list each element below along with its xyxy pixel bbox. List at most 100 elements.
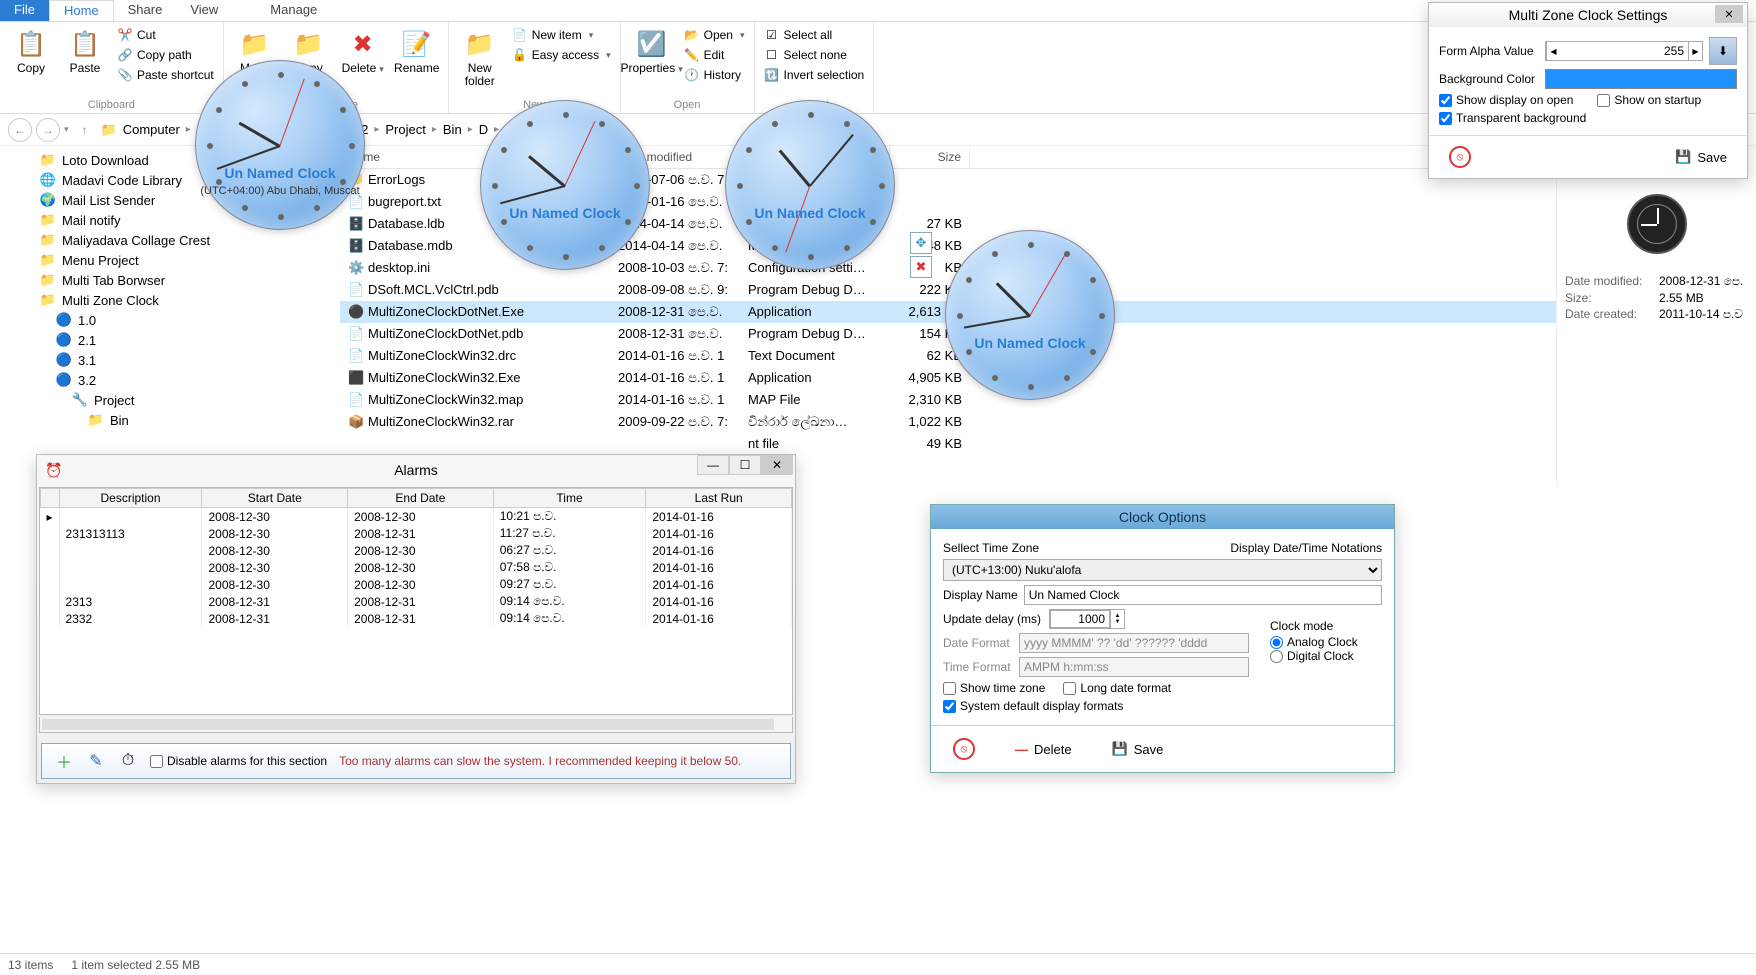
new-item-button[interactable]: 📄New item <box>509 26 614 44</box>
alarm-col[interactable]: Last Run <box>646 489 792 508</box>
back-button[interactable]: ← <box>8 118 32 142</box>
tree-item[interactable]: 📁Bin <box>0 410 340 430</box>
alpha-input[interactable] <box>1560 42 1688 60</box>
spin-right[interactable]: ▶ <box>1688 42 1702 60</box>
alarm-col[interactable]: Description <box>59 489 202 508</box>
theme-icon[interactable]: ⬇ <box>1709 37 1737 65</box>
settings-titlebar[interactable]: Multi Zone Clock Settings ✕ <box>1429 3 1747 27</box>
sys-default-checkbox[interactable]: System default display formats <box>943 699 1123 713</box>
new-folder-button[interactable]: 📁New folder <box>455 26 505 90</box>
display-name-input[interactable] <box>1024 585 1382 605</box>
open-button[interactable]: 📂Open <box>681 26 748 44</box>
alarms-grid[interactable]: DescriptionStart DateEnd DateTimeLast Ru… <box>39 487 793 715</box>
copy-button[interactable]: 📋Copy <box>6 26 56 77</box>
analog-clock[interactable]: Un Named Clock <box>480 100 650 270</box>
tree-item[interactable]: 🔵3.1 <box>0 350 340 370</box>
move-tool[interactable]: ✥ <box>910 232 932 254</box>
alarm-row[interactable]: 23322008-12-312008-12-3109:14 පෙ.ව.2014-… <box>41 610 792 627</box>
alarm-col[interactable]: Start Date <box>202 489 348 508</box>
options-save-button[interactable]: 💾Save <box>1102 737 1174 761</box>
clock-alarm-button[interactable]: ⏱ <box>118 751 138 771</box>
delay-input[interactable] <box>1050 610 1110 628</box>
tree-item[interactable]: 📁Multi Zone Clock <box>0 290 340 310</box>
close-button[interactable]: ✕ <box>1715 5 1743 23</box>
tab-file[interactable]: File <box>0 0 49 21</box>
paste-button[interactable]: 📋Paste <box>60 26 110 77</box>
file-row[interactable]: ⬛MultiZoneClockWin32.Exe2014-01-16 ප.ව. … <box>340 367 1556 389</box>
up-button[interactable]: ↑ <box>73 118 97 142</box>
file-row[interactable]: 📄MultiZoneClockWin32.map2014-01-16 ප.ව. … <box>340 389 1556 411</box>
digital-radio[interactable]: Digital Clock <box>1270 649 1382 663</box>
file-row[interactable]: nt file49 KB <box>340 433 1556 454</box>
alarms-titlebar[interactable]: ⏰ Alarms — ☐ ✕ <box>37 455 795 485</box>
show-on-startup-checkbox[interactable]: Show on startup <box>1597 93 1701 107</box>
tab-view[interactable]: View <box>176 0 232 21</box>
timezone-select[interactable]: (UTC+13:00) Nuku'alofa <box>943 559 1382 581</box>
file-row[interactable]: ⚙️desktop.ini2008-10-03 ප.ව. 7:Configura… <box>340 257 1556 279</box>
settings-cancel-button[interactable]: ⦸ <box>1439 142 1481 172</box>
crumb[interactable]: Project <box>381 120 429 139</box>
tab-home[interactable]: Home <box>49 0 114 21</box>
disable-alarms-checkbox[interactable]: Disable alarms for this section <box>150 754 327 768</box>
tree-item[interactable]: 🔵1.0 <box>0 310 340 330</box>
file-row[interactable]: 📦MultiZoneClockWin32.rar2009-09-22 ප.ව. … <box>340 411 1556 433</box>
alarm-row[interactable]: 2008-12-302008-12-3007:58 ප.ව.2014-01-16 <box>41 559 792 576</box>
options-cancel-button[interactable]: ⦸ <box>943 734 985 764</box>
tree-item[interactable]: 📁Multi Tab Borwser <box>0 270 340 290</box>
options-titlebar[interactable]: Clock Options <box>931 505 1394 529</box>
maximize-button[interactable]: ☐ <box>729 455 761 475</box>
tree-item[interactable]: 📁Menu Project <box>0 250 340 270</box>
notations-link[interactable]: Display Date/Time Notations <box>1230 541 1382 555</box>
show-tz-checkbox[interactable]: Show time zone <box>943 681 1045 695</box>
properties-button[interactable]: ☑️Properties <box>627 26 677 77</box>
crumb[interactable]: Bin <box>439 120 466 139</box>
minimize-button[interactable]: — <box>697 455 729 475</box>
crumb[interactable]: D <box>475 120 492 139</box>
analog-clock[interactable]: Un Named Clock <box>945 230 1115 400</box>
add-alarm-button[interactable]: ＋ <box>54 751 74 771</box>
analog-radio[interactable]: Analog Clock <box>1270 635 1382 649</box>
alarm-row[interactable]: 2008-12-302008-12-3009:27 ප.ව.2014-01-16 <box>41 576 792 593</box>
horizontal-scrollbar[interactable] <box>42 719 774 730</box>
settings-save-button[interactable]: 💾Save <box>1665 142 1737 172</box>
cut-button[interactable]: ✂️Cut <box>114 26 217 44</box>
analog-clock[interactable]: Un Named Clock <box>725 100 895 270</box>
tab-share[interactable]: Share <box>114 0 177 21</box>
copy-path-button[interactable]: 🔗Copy path <box>114 46 217 64</box>
edit-alarm-button[interactable]: ✎ <box>86 751 106 771</box>
alarm-row[interactable]: 2008-12-302008-12-3006:27 ප.ව.2014-01-16 <box>41 542 792 559</box>
alpha-spinner[interactable]: ◀ ▶ <box>1545 41 1703 61</box>
alarm-col[interactable]: Time <box>493 489 646 508</box>
edit-button[interactable]: ✏️Edit <box>681 46 748 64</box>
rename-button[interactable]: 📝Rename <box>392 26 442 77</box>
tree-item[interactable]: 🔵3.2 <box>0 370 340 390</box>
long-date-checkbox[interactable]: Long date format <box>1063 681 1171 695</box>
options-delete-button[interactable]: —Delete <box>1005 738 1082 761</box>
alarm-row[interactable]: 23132008-12-312008-12-3109:14 පෙ.ව.2014-… <box>41 593 792 610</box>
crumb[interactable]: Computer <box>119 120 184 139</box>
alarm-row[interactable]: 2313131132008-12-302008-12-3111:27 ප.ව.2… <box>41 525 792 542</box>
bg-color-picker[interactable] <box>1545 69 1737 89</box>
history-button[interactable]: 🕐History <box>681 66 748 84</box>
tree-item[interactable]: 🔵2.1 <box>0 330 340 350</box>
forward-button[interactable]: → <box>36 118 60 142</box>
transparent-checkbox[interactable]: Transparent background <box>1439 111 1586 125</box>
show-on-open-checkbox[interactable]: Show display on open <box>1439 93 1573 107</box>
recent-dropdown[interactable]: ▾ <box>64 124 69 135</box>
analog-clock[interactable]: Un Named Clock(UTC+04:00) Abu Dhabi, Mus… <box>195 60 365 230</box>
easy-access-button[interactable]: 🔓Easy access <box>509 46 614 64</box>
paste-shortcut-button[interactable]: 📎Paste shortcut <box>114 66 217 84</box>
tree-item[interactable]: 📁Maliyadava Collage Crest <box>0 230 340 250</box>
select-all-button[interactable]: ☑Select all <box>761 26 868 44</box>
alarm-col[interactable]: End Date <box>348 489 494 508</box>
select-none-button[interactable]: ☐Select none <box>761 46 868 64</box>
col-size[interactable]: Size <box>890 146 970 168</box>
close-tool[interactable]: ✖ <box>910 256 932 278</box>
delay-spinner[interactable]: ▲▼ <box>1049 609 1125 629</box>
invert-selection-button[interactable]: 🔃Invert selection <box>761 66 868 84</box>
spin-left[interactable]: ◀ <box>1546 42 1560 60</box>
tab-manage[interactable]: Manage <box>256 0 331 21</box>
alarm-row[interactable]: ▸2008-12-302008-12-3010:21 ප.ව.2014-01-1… <box>41 508 792 526</box>
delete-button[interactable]: ✖Delete <box>338 26 388 77</box>
close-button[interactable]: ✕ <box>761 455 793 475</box>
